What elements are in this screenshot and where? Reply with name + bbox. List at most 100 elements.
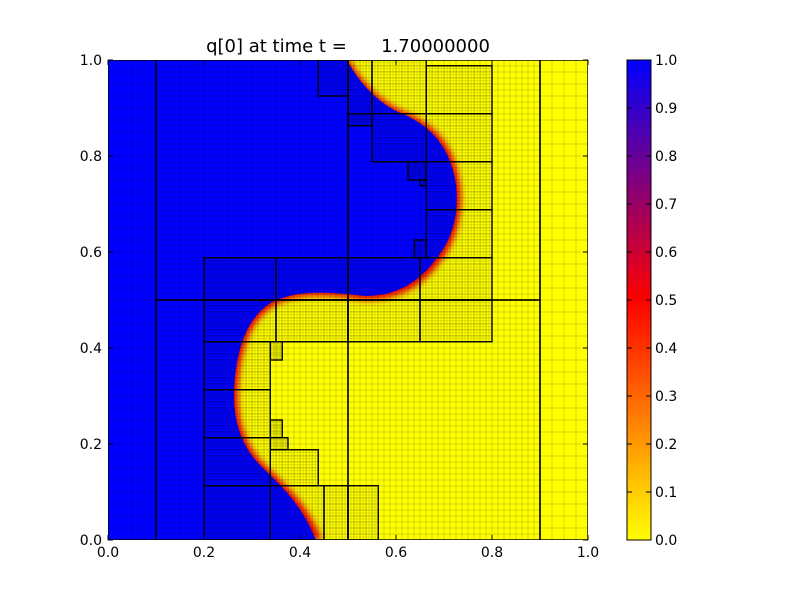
amr-grid-lines — [204, 437, 271, 486]
amr-grid-lines — [204, 389, 271, 438]
amr-patch-grid — [204, 300, 276, 342]
y-tick-label: 1.0 — [80, 53, 102, 69]
amr-patch-grid — [348, 300, 540, 540]
amr-patch-grid — [426, 161, 492, 210]
amr-grid-lines — [426, 209, 492, 258]
x-axis: 0.0 0.2 0.4 0.6 0.8 1.0 — [97, 60, 599, 561]
amr-grid-lines — [270, 449, 319, 486]
amr-grid-lines — [372, 60, 427, 114]
colorbar-tick-label: 0.1 — [655, 485, 677, 501]
y-tick-label: 0.6 — [80, 245, 102, 261]
colorbar-tick-label: 0.2 — [655, 437, 677, 453]
amr-patch-grid — [204, 389, 271, 438]
amr-grid-lines — [270, 341, 283, 360]
amr-patch-border — [539, 60, 588, 540]
amr-grid-lines — [270, 420, 283, 438]
amr-patch-grid — [426, 65, 492, 114]
amr-patch-grid — [408, 161, 427, 180]
amr-patch-grid — [420, 257, 492, 300]
colorbar-tick-label: 0.7 — [655, 197, 677, 213]
plot-area — [108, 60, 588, 540]
amr-patch-grid — [348, 113, 372, 126]
y-tick-label: 0.4 — [80, 341, 102, 357]
amr-patch-grid — [348, 300, 420, 342]
amr-patch-grid — [276, 257, 348, 300]
amr-patch-grid — [426, 209, 492, 258]
amr-grid-lines — [318, 60, 348, 96]
amr-grid-lines — [204, 257, 276, 300]
amr-patch-borders — [108, 60, 588, 540]
amr-patch-grid — [270, 437, 288, 450]
amr-patch-border — [419, 299, 493, 343]
amr-grid-lines — [426, 113, 492, 162]
colorbar-tick-label: 0.8 — [655, 149, 677, 165]
x-tick-label: 0.8 — [481, 545, 503, 561]
amr-patch-grid — [420, 300, 492, 342]
amr-patch-border — [347, 485, 379, 540]
amr-patch-grid — [270, 420, 283, 438]
colorbar-tick-label: 0.3 — [655, 389, 677, 405]
amr-grid-lines — [324, 485, 348, 540]
amr-patch-grid — [270, 341, 283, 360]
amr-patch-grid — [276, 300, 348, 342]
colorbar-tick-label: 0.0 — [655, 533, 677, 549]
y-axis: 0.0 0.2 0.4 0.6 0.8 1.0 — [80, 53, 588, 549]
amr-grid-lines — [108, 60, 156, 540]
amr-patch-grid — [204, 257, 276, 300]
amr-patch-grid — [270, 485, 324, 540]
amr-patch-border — [413, 239, 427, 259]
amr-fine-grid — [108, 60, 588, 540]
amr-patch-grid — [414, 240, 427, 258]
amr-grid-lines — [156, 60, 348, 300]
amr-grid-lines — [348, 113, 372, 126]
amr-patch-grid — [204, 437, 271, 486]
x-tick-label: 0.4 — [289, 545, 311, 561]
amr-grid-lines — [426, 161, 492, 210]
chart-title: q[0] at time t = 1.70000000 — [206, 36, 490, 57]
amr-grid-lines — [348, 257, 420, 300]
colorbar: 0.0 0.1 0.2 0.3 0.4 0.5 0.6 0.7 0.8 0.9 1.0 — [626, 53, 677, 549]
amr-patch-grid — [426, 113, 492, 162]
amr-patch-grid — [204, 341, 271, 390]
amr-grid-lines — [204, 341, 271, 390]
y-tick-label: 0.8 — [80, 149, 102, 165]
colorbar-ticks: 0.0 0.1 0.2 0.3 0.4 0.5 0.6 0.7 0.8 0.9 1.0 — [627, 53, 677, 549]
x-tick-label: 1.0 — [577, 545, 599, 561]
amr-grid-lines — [348, 300, 420, 342]
amr-grid-lines — [270, 437, 288, 450]
amr-grid-lines — [204, 300, 276, 342]
amr-patch-grid — [372, 60, 427, 114]
amr-patch-grid — [204, 485, 271, 540]
amr-grid-lines — [408, 161, 427, 180]
blue-region — [108, 60, 457, 540]
amr-patch-grid — [540, 60, 588, 540]
amr-grid-lines — [270, 485, 324, 540]
x-tick-label: 0.2 — [193, 545, 215, 561]
x-tick-label: 0.0 — [97, 545, 119, 561]
amr-patch-grid — [156, 60, 348, 300]
colorbar-tick-label: 1.0 — [655, 53, 677, 69]
colorbar-tick-label: 0.6 — [655, 245, 677, 261]
amr-grid-lines — [540, 60, 588, 540]
y-tick-label: 0.2 — [80, 437, 102, 453]
amr-patch-grid — [348, 60, 372, 114]
amr-patch-grid — [348, 257, 420, 300]
amr-patch-grid — [372, 113, 427, 162]
amr-patch-grid — [324, 485, 348, 540]
colorbar-tick-label: 0.5 — [655, 293, 677, 309]
amr-grid-lines — [348, 300, 540, 540]
amr-patch-grid — [108, 60, 156, 540]
y-tick-label: 0.0 — [80, 533, 102, 549]
amr-grid-lines — [276, 300, 348, 342]
x-tick-label: 0.6 — [385, 545, 407, 561]
amr-patch-grid — [318, 60, 348, 96]
amr-grid-lines — [204, 485, 271, 540]
amr-grid-lines — [420, 257, 492, 300]
amr-grid-lines — [426, 65, 492, 114]
amr-patch-border — [269, 341, 283, 361]
amr-grid-lines — [414, 240, 427, 258]
amr-patch-border — [425, 209, 493, 259]
amr-patch-grid — [270, 449, 319, 486]
amr-grid-lines — [372, 113, 427, 162]
